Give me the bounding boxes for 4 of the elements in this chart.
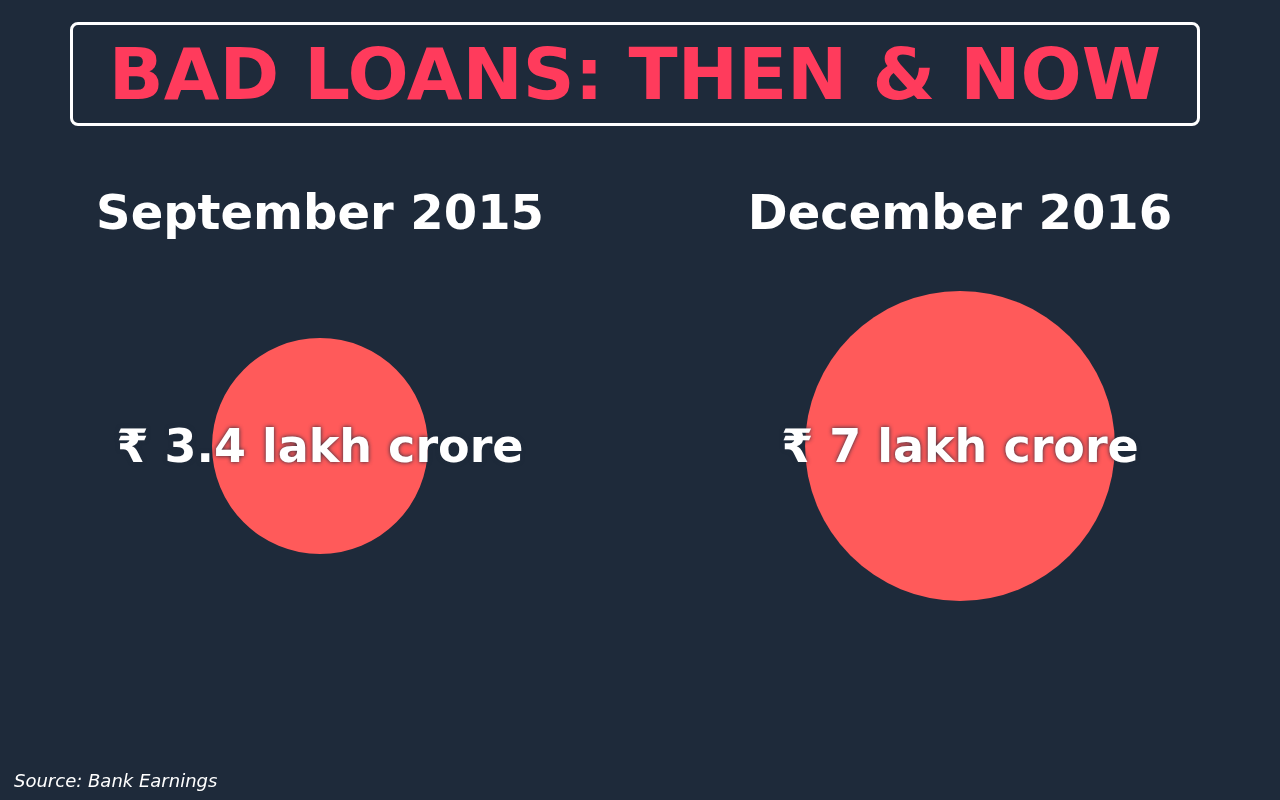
source-note: Source: Bank Earnings — [14, 770, 218, 791]
category-label: September 2015 — [96, 184, 544, 240]
text: BAD LOANS: THEN & NOW — [70, 22, 1200, 126]
category-label: December 2016 — [747, 184, 1173, 240]
